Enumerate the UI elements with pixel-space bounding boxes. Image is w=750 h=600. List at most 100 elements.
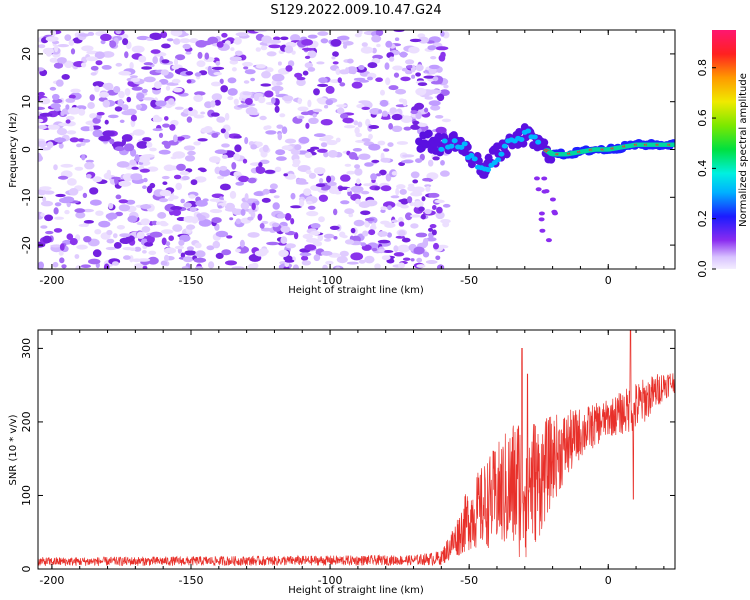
noise-blob (180, 198, 185, 204)
noise-blob (277, 61, 282, 66)
noise-blob (38, 67, 45, 72)
signal-core (441, 138, 448, 144)
noise-blob (318, 77, 328, 84)
noise-blob (259, 159, 270, 164)
noise-blob (371, 247, 378, 252)
noise-blob (383, 148, 390, 152)
noise-blob (380, 209, 386, 213)
noise-blob (262, 188, 270, 195)
noise-blob (176, 217, 186, 221)
noise-blob (74, 208, 86, 213)
noise-blob (292, 264, 299, 269)
noise-blob (58, 142, 64, 149)
noise-blob (209, 198, 221, 202)
noise-blob (441, 118, 451, 123)
noise-blob (74, 166, 84, 171)
signal-core (498, 151, 505, 157)
noise-blob (432, 156, 440, 161)
noise-blob (159, 220, 167, 225)
noise-blob (370, 173, 377, 181)
noise-blob (169, 124, 176, 131)
noise-blob (415, 111, 422, 120)
signal-tail (545, 238, 552, 243)
noise-blob (284, 259, 295, 263)
noise-blob (215, 230, 229, 238)
noise-blob (183, 202, 192, 208)
noise-blob (431, 229, 437, 236)
noise-blob (210, 112, 220, 117)
noise-blob (224, 202, 235, 211)
noise-blob (75, 211, 86, 219)
noise-blob (132, 129, 145, 136)
noise-blob (136, 35, 150, 41)
signal-tail (552, 211, 559, 216)
noise-blob (206, 245, 215, 251)
noise-blob (54, 137, 66, 143)
noise-blob (422, 251, 430, 258)
noise-blob (284, 213, 292, 221)
noise-blob (227, 96, 234, 101)
noise-blob (326, 175, 332, 183)
noise-blob (378, 109, 383, 114)
noise-blob (430, 80, 443, 85)
noise-blob (200, 127, 213, 133)
noise-blob (173, 58, 179, 66)
noise-blob (353, 219, 365, 227)
colorbar-tick-label: 0.8 (696, 59, 709, 77)
noise-blob (162, 123, 170, 128)
noise-blob (262, 144, 269, 153)
noise-blob (80, 264, 91, 269)
noise-blob (393, 245, 399, 253)
noise-blob (250, 144, 258, 150)
noise-blob (95, 210, 104, 216)
noise-blob (83, 220, 94, 224)
noise-blob (179, 170, 190, 176)
noise-blob (265, 130, 277, 135)
noise-blob (186, 246, 194, 251)
noise-blob (60, 163, 74, 168)
noise-blob (131, 86, 143, 91)
noise-blob (380, 220, 390, 225)
noise-blob (399, 188, 407, 195)
noise-blob (318, 216, 325, 223)
noise-blob (146, 235, 152, 243)
noise-blob (254, 30, 267, 33)
noise-blob (233, 37, 242, 45)
noise-blob (401, 67, 408, 72)
noise-blob (358, 153, 371, 160)
spectrogram-image (38, 30, 675, 269)
signal-core (525, 128, 532, 134)
noise-blob (197, 138, 208, 142)
noise-blob (207, 65, 212, 74)
noise-blob (329, 225, 340, 230)
noise-blob (317, 31, 329, 36)
x-tick-label: -100 (318, 274, 343, 287)
noise-blob (371, 222, 376, 229)
noise-blob (90, 72, 97, 76)
noise-blob (98, 220, 111, 228)
noise-blob (385, 77, 391, 86)
noise-blob (173, 134, 178, 143)
noise-blob (284, 138, 297, 144)
noise-blob (187, 150, 196, 156)
noise-blob (81, 154, 86, 161)
noise-blob (325, 85, 335, 94)
noise-blob (425, 260, 438, 264)
noise-blob (171, 65, 180, 70)
noise-blob (261, 197, 271, 203)
noise-blob (428, 192, 440, 198)
noise-blob (170, 30, 183, 37)
noise-blob (140, 204, 152, 210)
signal-tail (533, 176, 540, 181)
noise-blob (115, 30, 122, 35)
noise-blob (158, 149, 171, 155)
noise-blob (265, 125, 272, 130)
noise-blob (430, 56, 437, 60)
noise-blob (377, 231, 389, 237)
noise-blob (82, 139, 91, 143)
noise-blob (264, 90, 274, 98)
noise-blob (105, 246, 117, 251)
noise-blob (315, 183, 326, 188)
noise-blob (358, 259, 366, 264)
noise-blob (355, 198, 361, 205)
